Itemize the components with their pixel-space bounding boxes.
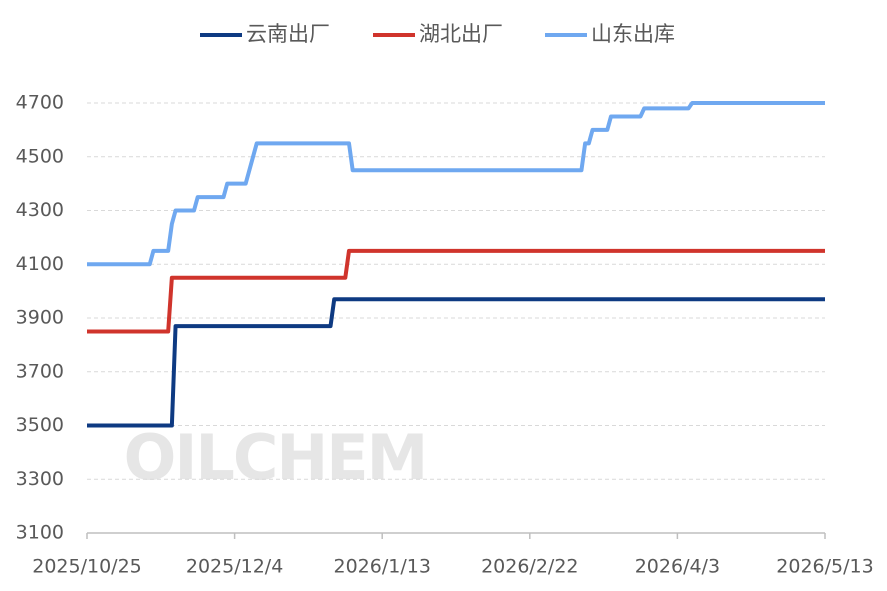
x-tick-label: 2026/4/3 bbox=[635, 556, 720, 578]
y-tick-label: 4300 bbox=[16, 199, 64, 221]
legend-label: 湖北出厂 bbox=[419, 22, 503, 46]
x-tick-label: 2025/10/25 bbox=[32, 556, 142, 578]
y-tick-label: 4100 bbox=[16, 253, 64, 275]
series-line bbox=[87, 101, 825, 267]
y-tick-label: 3900 bbox=[16, 307, 64, 329]
y-tick-label: 4700 bbox=[16, 92, 64, 114]
x-tick-label: 2025/12/4 bbox=[186, 556, 283, 578]
x-tick-label: 2026/1/13 bbox=[333, 556, 430, 578]
y-tick-label: 4500 bbox=[16, 145, 64, 167]
series-line bbox=[87, 297, 825, 428]
y-tick-label: 3300 bbox=[16, 468, 64, 490]
x-tick-label: 2026/2/22 bbox=[481, 556, 578, 578]
y-tick-label: 3500 bbox=[16, 414, 64, 436]
watermark: OILCHEM bbox=[124, 421, 427, 494]
y-tick-label: 3100 bbox=[16, 522, 64, 544]
x-tick-label: 2026/5/13 bbox=[776, 556, 873, 578]
legend-label: 山东出库 bbox=[591, 22, 675, 46]
legend-label: 云南出厂 bbox=[246, 22, 330, 46]
series-line bbox=[87, 248, 825, 334]
y-tick-label: 3700 bbox=[16, 360, 64, 382]
